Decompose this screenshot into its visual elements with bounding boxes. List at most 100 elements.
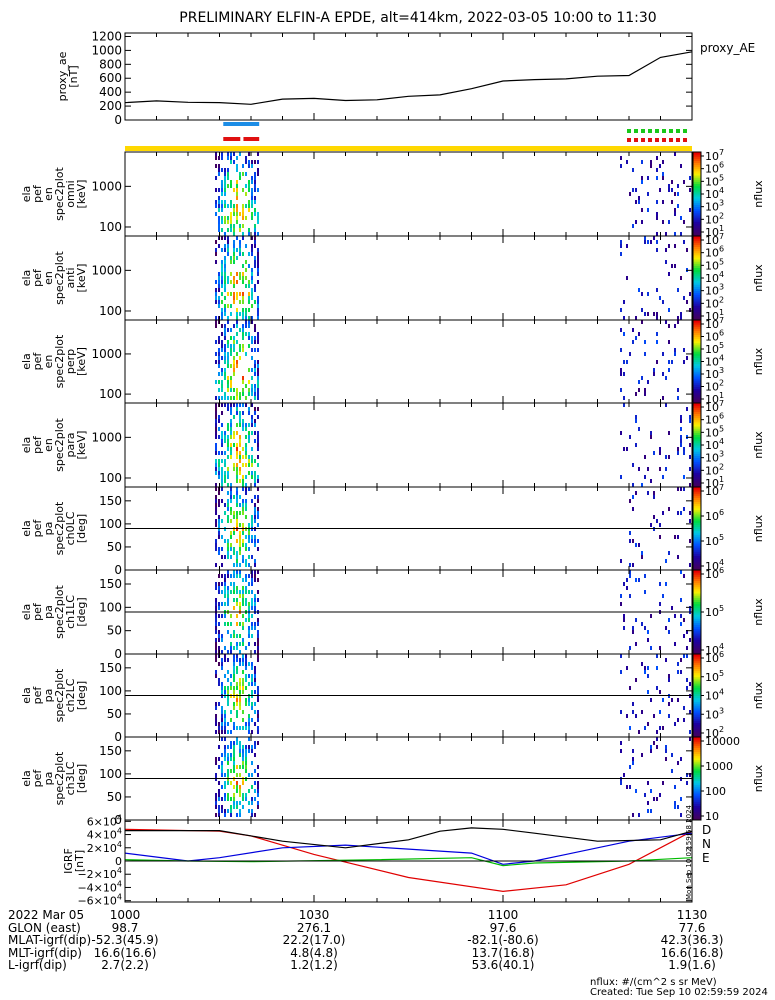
spectrogram-cell (632, 340, 634, 344)
spectrogram-cell (218, 304, 220, 308)
spectrogram-cell (254, 519, 256, 523)
colorbar-segment (693, 162, 701, 166)
spectrogram-cell (245, 658, 247, 662)
spectrogram-cell (635, 678, 637, 682)
spectrogram-cell (215, 582, 217, 586)
spectrogram-cell (221, 467, 223, 471)
spectrogram-cell (221, 340, 223, 344)
spectrogram-cell (686, 248, 688, 252)
spectrogram-cell (236, 805, 238, 809)
colorbar-segment (693, 290, 701, 294)
colorbar-segment (693, 369, 701, 373)
spectrogram-cell (242, 539, 244, 543)
spectrogram-cell (239, 785, 241, 789)
spectrogram-cell (230, 403, 232, 407)
spectrogram-cell (221, 499, 223, 503)
spectrogram-cell (257, 232, 259, 236)
spectrogram-cell (221, 765, 223, 769)
spectrogram-cell (677, 761, 679, 765)
spectrogram-cell (245, 451, 247, 455)
spectrogram-cell (254, 348, 256, 352)
spectrogram-cell (254, 160, 256, 164)
spectrogram-cell (239, 455, 241, 459)
spectrogram-cell (224, 539, 226, 543)
spectrogram-cell (215, 547, 217, 551)
ephemeris-cell: -82.1(-80.6) (467, 933, 539, 947)
spectrogram-cell (227, 590, 229, 594)
spectrogram-cell (677, 288, 679, 292)
spectrogram-cell (215, 427, 217, 431)
y-axis-label: [keV] (75, 347, 88, 376)
spectrogram-cell (227, 252, 229, 256)
spectrogram-cell (677, 320, 679, 324)
spectrogram-cell (236, 539, 238, 543)
spectrogram-cell (632, 710, 634, 714)
colorbar-segment (693, 371, 701, 375)
spectrogram-cell (647, 630, 649, 634)
flag-dot-green (648, 129, 652, 133)
spectrogram-cell (257, 348, 259, 352)
spectrogram-cell (251, 745, 253, 749)
spectrogram-cell (629, 726, 631, 730)
spectrogram-cell (686, 300, 688, 304)
spectrogram-cell (236, 467, 238, 471)
spectrogram-cell (230, 152, 232, 156)
spectrogram-cell (245, 172, 247, 176)
spectrogram-cell (221, 547, 223, 551)
spectrogram-cell (218, 244, 220, 248)
colorbar-segment (693, 660, 701, 663)
spectrogram-cell (623, 447, 625, 451)
ephemeris-cell: 2.7(2.2) (101, 958, 149, 972)
spectrogram-cell (236, 726, 238, 730)
spectrogram-cell (224, 244, 226, 248)
colorbar-segment (693, 282, 701, 285)
spectrogram-cell (218, 200, 220, 204)
spectrogram-cell (629, 785, 631, 789)
colorbar-segment (693, 532, 701, 536)
spectrogram-cell (230, 650, 232, 654)
spectrogram-cell (671, 360, 673, 364)
spectrogram-cell (257, 547, 259, 551)
spectrogram-cell (221, 348, 223, 352)
spectrogram-cell (242, 670, 244, 674)
spectrogram-cell (230, 495, 232, 499)
spectrogram-cell (233, 204, 235, 208)
spectrogram-cell (227, 276, 229, 280)
footnote: nflux: #/(cm^2 s sr MeV) Created: Tue Se… (590, 978, 768, 998)
spectrogram-cell (233, 368, 235, 372)
spectrogram-cell (245, 447, 247, 451)
spectrogram-cell (230, 614, 232, 618)
spectrogram-cell (677, 451, 679, 455)
colorbar-segment (693, 805, 701, 809)
spectrogram-cell (668, 324, 670, 328)
spectrogram-cell (251, 164, 253, 168)
spectrogram-cell (629, 594, 631, 598)
ephemeris-row-label: 2022 Mar 05 (8, 908, 85, 922)
spectrogram-cell (677, 718, 679, 722)
colorbar-segment (693, 641, 701, 644)
spectrogram-cell (257, 463, 259, 467)
spectrogram-cell (221, 220, 223, 224)
spectrogram-cell (254, 745, 256, 749)
spectrogram-cell (236, 360, 238, 364)
spectrogram-cell (251, 447, 253, 451)
colorbar-segment (693, 624, 701, 628)
y-tick-label: 0 (114, 813, 122, 827)
spectrogram-cell (215, 451, 217, 455)
colorbar-segment (693, 353, 701, 356)
spectrogram-cell (257, 152, 259, 156)
spectrogram-cell (254, 722, 256, 726)
spectrogram-cell (254, 670, 256, 674)
spectrogram-cell (257, 765, 259, 769)
spectrogram-cell (233, 547, 235, 551)
spectrogram-cell (623, 618, 625, 622)
colorbar-segment (693, 582, 701, 586)
spectrogram-cell (236, 156, 238, 160)
spectrogram-cell (686, 678, 688, 682)
spectrogram-cell (683, 634, 685, 638)
spectrogram-cell (236, 773, 238, 777)
colorbar-tick-label: 105 (705, 341, 724, 356)
spectrogram-cell (686, 781, 688, 785)
colorbar-segment (693, 208, 701, 212)
spectrogram-cell (227, 475, 229, 479)
